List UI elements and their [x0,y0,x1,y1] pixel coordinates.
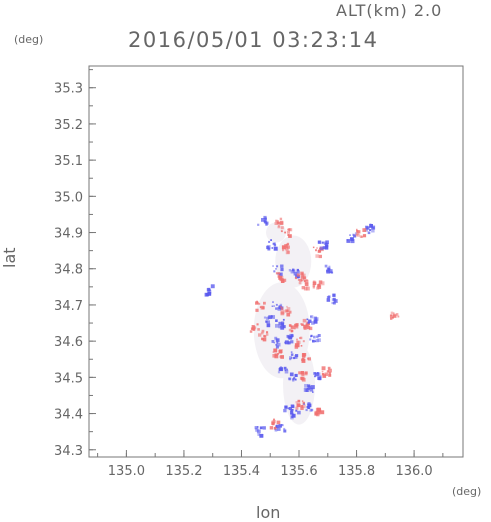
echo-cluster [294,336,305,349]
echo-cluster [280,226,293,238]
echo-cluster [309,334,321,343]
echo-cluster [284,333,294,345]
x-tick-label: 135.0 [108,464,145,479]
echo-cluster [295,399,306,410]
echo-cluster [290,409,301,420]
echo-cluster [364,223,376,235]
echo-cluster [313,372,322,381]
y-tick-label: 35.1 [54,154,83,169]
echo-cluster [275,318,286,330]
y-tick-label: 34.5 [54,371,83,386]
echo-cluster [324,264,334,274]
y-tick-label: 34.7 [54,299,83,314]
y-tick-label: 35.3 [54,82,83,97]
echo-cluster [306,315,319,325]
echo-cluster [258,329,269,342]
echo-cluster [281,242,290,255]
plot-frame [88,65,464,458]
echo-cluster [274,217,284,229]
echo-cluster [297,279,310,291]
y-tick-label: 34.8 [54,263,83,278]
x-tick-label: 135.8 [338,464,375,479]
echo-cluster [263,315,275,328]
y-tick-label: 35.2 [54,118,83,133]
y-axis-unit: (deg) [14,33,44,46]
x-tick-label: 135.4 [223,464,260,479]
echo-cluster [321,366,332,378]
echo-cluster [271,336,281,349]
altitude-label: ALT(km) 2.0 [336,1,443,20]
x-axis-unit: (deg) [452,485,482,498]
x-tick-label: 135.6 [280,464,317,479]
x-tick-label: 136.0 [395,464,432,479]
y-tick-label: 34.9 [54,227,83,242]
echo-cluster [274,424,287,433]
echo-cluster [389,311,400,320]
echo-cluster [249,323,260,333]
echo-cluster [317,240,329,251]
echo-cluster [303,384,315,393]
echo-cluster [346,232,357,244]
y-ticks: 34.3 34.4 34.5 34.6 34.7 34.8 34.9 35.0 35.1 35.2… [54,69,96,459]
timestamp-title: 2016/05/01 03:23:14 [128,28,379,52]
echo-cluster [303,402,314,412]
echo-cluster [254,426,266,438]
x-ticks: 135.0 135.2 135.4 135.6 135.8 136.0 [97,450,444,479]
echo-cluster [288,372,298,382]
echo-cluster [266,239,278,251]
echo-cluster [326,293,338,305]
echo-cluster [301,353,311,363]
y-tick-label: 34.4 [54,408,83,423]
echo-cluster [275,272,287,283]
echo-cluster [280,305,292,317]
x-tick-label: 135.2 [165,464,202,479]
echo-cluster [272,348,284,359]
echo-cluster [255,300,266,312]
y-tick-label: 34.6 [54,335,83,350]
echo-cluster [288,323,299,333]
echo-cluster [257,215,269,226]
echo-cluster [289,351,299,361]
y-tick-label: 34.3 [54,444,83,459]
echo-cluster [314,407,325,417]
y-tick-label: 35.0 [54,190,83,205]
x-axis-label: lon [256,503,281,522]
echo-cluster [204,284,215,297]
echo-clusters [204,215,400,438]
echo-cluster [312,280,325,290]
echo-cluster [355,228,367,238]
echo-cluster [277,366,289,374]
echo-cluster [298,371,308,382]
